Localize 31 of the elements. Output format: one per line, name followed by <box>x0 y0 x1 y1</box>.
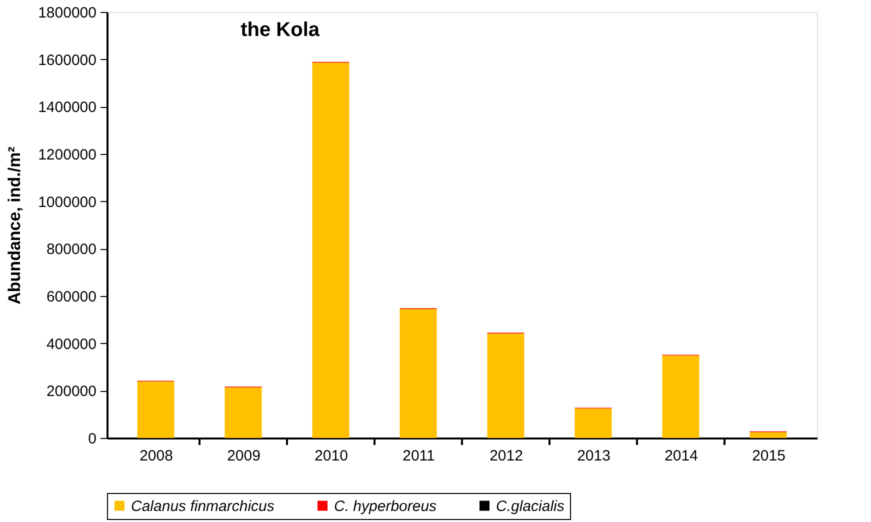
bar <box>137 381 174 438</box>
x-tick-label: 2011 <box>402 448 435 464</box>
bar <box>312 62 350 438</box>
x-tick-label: 2010 <box>314 448 348 464</box>
legend-label: Calanus finmarchicus <box>131 498 275 515</box>
bar <box>750 432 787 438</box>
bar <box>400 309 437 438</box>
y-tick-label: 1600000 <box>38 52 96 69</box>
x-tick-label: 2008 <box>140 448 173 464</box>
bar <box>574 408 612 438</box>
chart-title: the Kola <box>240 19 320 41</box>
x-tick-label: 2009 <box>227 448 260 464</box>
y-tick-label: 1800000 <box>38 4 96 22</box>
legend-label: C.glacialis <box>496 498 565 515</box>
bar <box>662 355 700 438</box>
y-tick-label: 1000000 <box>38 194 96 211</box>
y-tick-label: 600000 <box>46 288 96 306</box>
x-tick-label: 2014 <box>664 448 698 464</box>
bar <box>487 333 524 438</box>
y-tick-label: 400000 <box>46 336 96 353</box>
y-tick-label: 0 <box>88 430 96 448</box>
x-tick-label: 2013 <box>577 448 610 464</box>
x-tick-label: 2015 <box>752 448 786 464</box>
x-tick-label: 2012 <box>490 448 523 464</box>
y-tick-label: 800000 <box>46 241 96 258</box>
bar <box>224 387 262 438</box>
y-tick-label: 200000 <box>46 383 96 400</box>
y-axis-title: Abundance, ind./m² <box>5 146 24 304</box>
y-tick-label: 1400000 <box>38 99 96 116</box>
y-tick-label: 1200000 <box>38 146 96 164</box>
legend-label: C. hyperboreus <box>334 498 438 515</box>
